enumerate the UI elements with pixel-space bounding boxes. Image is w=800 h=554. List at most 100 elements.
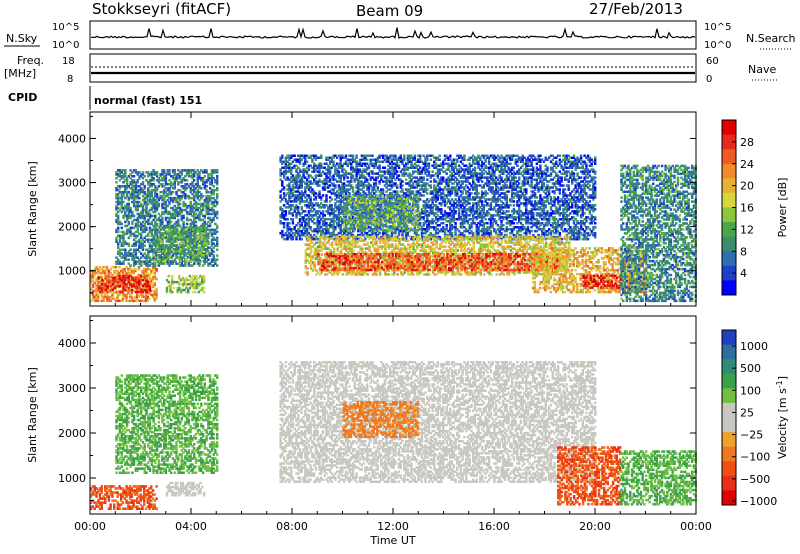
power-cell (145, 238, 148, 241)
power-cell (127, 254, 130, 257)
nsearch-label: N.Search (746, 32, 796, 45)
power-cell (158, 254, 161, 257)
power-cell (128, 265, 132, 269)
power-cell (124, 286, 127, 290)
power-cell (136, 194, 139, 198)
power-cell (128, 271, 132, 275)
power-cell (151, 269, 155, 273)
power-cell (147, 194, 150, 198)
power-cell (163, 169, 166, 172)
power-cell (118, 190, 122, 194)
power-cell (153, 277, 156, 281)
power-cell (147, 288, 150, 292)
power-cell (124, 252, 127, 255)
power-cell (184, 252, 188, 255)
power-cell (145, 214, 148, 218)
power-cell (117, 250, 120, 253)
power-cell (300, 237, 303, 241)
power-cell (138, 284, 141, 288)
power-cell (442, 176, 445, 179)
nave-tick-top: 60 (706, 56, 719, 67)
power-cell (422, 194, 425, 197)
power-cell (134, 297, 137, 301)
power-cell (91, 277, 95, 281)
power-cell (122, 214, 125, 218)
power-cell (118, 274, 122, 278)
power-cell (124, 204, 127, 208)
power-cell (147, 183, 150, 186)
power-cell (132, 234, 136, 238)
power-cell (122, 244, 125, 247)
power-cell (150, 177, 153, 180)
power-cell (120, 244, 123, 247)
power-cell (346, 176, 349, 179)
power-cell (91, 293, 95, 297)
power-cell (107, 269, 111, 273)
power-cell (147, 187, 150, 190)
power-cell (115, 260, 118, 263)
power-cell (115, 218, 118, 222)
power-cell (122, 248, 125, 251)
power-cell (130, 295, 134, 299)
power-cell (118, 175, 122, 178)
power-cell (153, 273, 156, 277)
power-cell (138, 246, 141, 249)
power-cell (120, 198, 123, 202)
power-cell (120, 177, 123, 180)
power-cell (396, 184, 399, 187)
power-cell (151, 265, 155, 269)
power-cell (148, 275, 151, 279)
power-cell (129, 232, 132, 236)
power-cell (143, 274, 146, 278)
power-cell (440, 208, 443, 211)
power-cell (134, 206, 138, 210)
power-cell (121, 297, 125, 301)
power-cells (90, 154, 697, 303)
freq-label-2: [MHz] (4, 67, 36, 80)
power-cell (125, 187, 129, 190)
power-cell (124, 171, 127, 174)
power-cell (445, 172, 448, 175)
power-cell (148, 192, 152, 196)
power-cell (125, 295, 128, 299)
power-cell (141, 204, 145, 208)
power-cell (206, 238, 209, 241)
power-cell (118, 173, 122, 176)
power-cell (140, 212, 143, 216)
power-cell (155, 171, 159, 174)
power-cell (148, 208, 152, 212)
power-cell (125, 218, 129, 222)
power-cell (179, 259, 182, 263)
power-cell (141, 288, 145, 292)
power-cell (127, 291, 130, 295)
power-cell (118, 185, 122, 188)
power-cell (125, 216, 129, 220)
power-cell (419, 198, 422, 201)
power-cell (117, 280, 120, 284)
power-cell (192, 252, 195, 255)
power-cell (145, 262, 148, 265)
power-cell (136, 234, 139, 238)
power-region (279, 154, 597, 241)
power-cell (101, 288, 104, 292)
power-cell (99, 286, 102, 290)
power-cell (150, 200, 153, 204)
power-cell (136, 179, 139, 182)
power-cell (151, 283, 155, 287)
power-region (97, 274, 152, 294)
power-cell (129, 254, 132, 257)
station-title: Stokkseyri (fitACF) (92, 0, 231, 18)
power-cell (153, 299, 156, 303)
power-cell (134, 242, 138, 245)
power-cell (281, 154, 284, 157)
power-cell (134, 254, 138, 257)
power-cell (216, 216, 219, 220)
power-cell (131, 284, 134, 288)
power-cell (115, 238, 118, 241)
power-cell (91, 297, 95, 301)
power-cell (143, 240, 146, 243)
power-cell (138, 282, 141, 286)
power-cell (147, 181, 150, 184)
power-cell (116, 299, 119, 303)
power-cell (140, 242, 143, 245)
